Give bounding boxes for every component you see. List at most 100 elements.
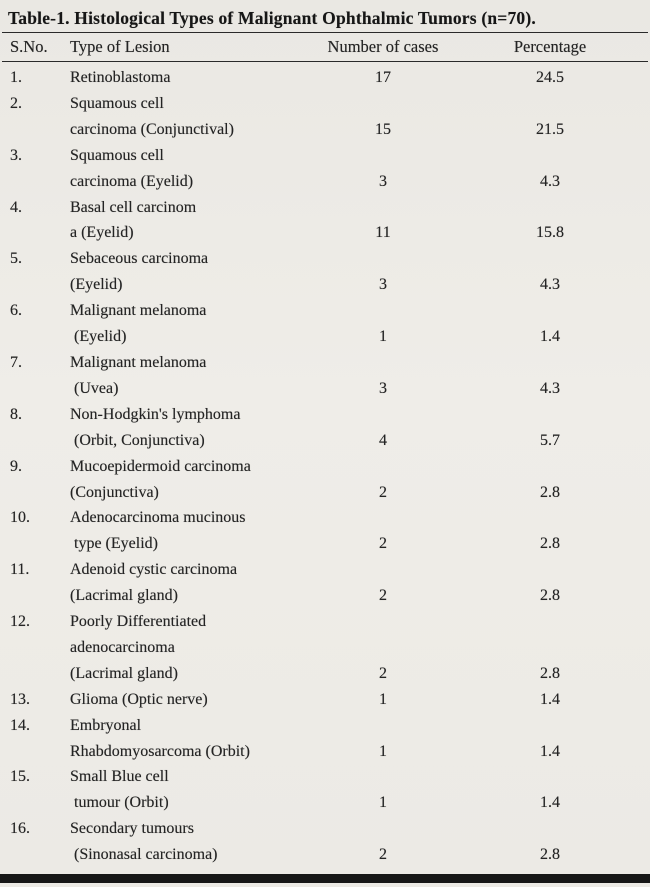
row-sno [0,324,64,350]
table-row-line: type (Eyelid) 2 2.8 [0,531,650,557]
row-sno [0,480,64,506]
row-sno [0,169,64,195]
row-percentage [450,635,650,661]
table-row-line: 2. Squamous cell [0,91,650,117]
table-row-line: (Eyelid) 3 4.3 [0,272,650,298]
row-sno [0,117,64,143]
row-percentage [450,246,650,272]
row-lesion: Small Blue cell [70,768,169,786]
table-row-line: 9. Mucoepidermoid carcinoma [0,454,650,480]
row-percentage [450,454,650,480]
row-percentage: 15.8 [536,224,564,242]
row-percentage [450,350,650,376]
row-lesion: Rhabdomyosarcoma (Orbit) [70,742,250,760]
row-percentage: 2.8 [540,664,560,682]
row-sno: 9. [10,457,22,475]
row-lesion: a (Eyelid) [70,224,134,242]
row-lesion: carcinoma (Conjunctival) [70,120,234,138]
table-row-line: 16. Secondary tumours [0,816,650,842]
row-cases: 1 [379,328,387,346]
row-cases: 2 [379,587,387,605]
row-sno [0,376,64,402]
row-percentage [450,91,650,117]
row-percentage: 1.4 [540,328,560,346]
table-row-line: 6. Malignant melanoma [0,298,650,324]
table-row-line: (Eyelid) 1 1.4 [0,324,650,350]
row-percentage: 1.4 [540,742,560,760]
row-lesion: (Eyelid) [70,328,127,346]
row-lesion: Poorly Differentiated [70,613,207,631]
row-cases: 17 [375,69,391,86]
row-sno: 7. [10,353,22,371]
row-percentage [450,609,650,635]
row-cases [316,764,450,790]
table-row-line: (Lacrimal gland) 2 2.8 [0,583,650,609]
row-cases [316,609,450,635]
row-lesion: Sebaceous carcinoma [70,250,209,268]
row-cases [316,505,450,531]
table-row-line: 4. Basal cell carcinom [0,195,650,221]
table-row-line: (Conjunctiva) 2 2.8 [0,480,650,506]
table-row-line: (Orbit, Conjunctiva) 4 5.7 [0,428,650,454]
row-percentage: 1.4 [540,690,560,708]
row-sno: 5. [10,250,22,268]
bottom-rule [0,874,650,883]
row-percentage [450,505,650,531]
row-cases: 11 [375,224,391,242]
row-lesion: adenocarcinoma [70,638,175,656]
row-percentage: 1.4 [540,794,560,812]
row-lesion: Mucoepidermoid carcinoma [70,457,251,475]
table-row-line: 7. Malignant melanoma [0,350,650,376]
row-sno: 6. [10,302,22,320]
table-row-line: 15. Small Blue cell [0,764,650,790]
row-cases [316,713,450,739]
column-header-lesion: Type of Lesion [70,37,170,56]
row-percentage: 24.5 [536,69,564,86]
row-cases [316,816,450,842]
row-sno [0,842,64,868]
row-cases: 4 [379,431,387,449]
row-lesion: carcinoma (Eyelid) [70,172,194,190]
table-row-line: 14. Embryonal [0,713,650,739]
column-header-sno: S.No. [10,37,48,56]
row-cases [316,91,450,117]
column-header-cases: Number of cases [327,37,439,56]
row-percentage: 4.3 [540,379,560,397]
row-percentage: 4.3 [540,276,560,294]
row-cases [316,298,450,324]
row-sno [0,739,64,765]
row-lesion: Malignant melanoma [70,302,207,320]
row-lesion: Retinoblastoma [70,69,171,86]
table-row-line: 5. Sebaceous carcinoma [0,246,650,272]
table-row-line: carcinoma (Eyelid) 3 4.3 [0,169,650,195]
title-divider [2,32,648,33]
row-lesion: (Orbit, Conjunctiva) [70,431,205,449]
row-cases: 1 [379,742,387,760]
row-lesion: (Lacrimal gland) [70,664,178,682]
row-sno [0,220,64,246]
row-sno: 2. [10,94,22,112]
row-lesion: (Eyelid) [70,276,123,294]
row-cases [316,143,450,169]
row-sno [0,531,64,557]
table-title: Table-1. Histological Types of Malignant… [8,8,536,28]
table-header-row: S.No. Type of Lesion Number of cases Per… [0,33,650,61]
row-percentage [450,557,650,583]
row-lesion: Squamous cell [70,94,164,112]
row-percentage [450,143,650,169]
row-lesion: Adenocarcinoma mucinous [70,509,246,527]
table-row-line: 13. Glioma (Optic nerve) 1 1.4 [0,687,650,713]
row-lesion: type (Eyelid) [70,535,158,553]
row-sno: 4. [10,198,22,216]
row-cases: 3 [379,172,387,190]
row-cases: 2 [379,664,387,682]
row-cases [316,402,450,428]
row-sno: 12. [10,613,30,631]
row-percentage [450,195,650,221]
row-sno [0,583,64,609]
row-cases [316,246,450,272]
table-row-line: carcinoma (Conjunctival) 15 21.5 [0,117,650,143]
table-row-line: a (Eyelid) 11 15.8 [0,220,650,246]
row-percentage: 5.7 [540,431,560,449]
